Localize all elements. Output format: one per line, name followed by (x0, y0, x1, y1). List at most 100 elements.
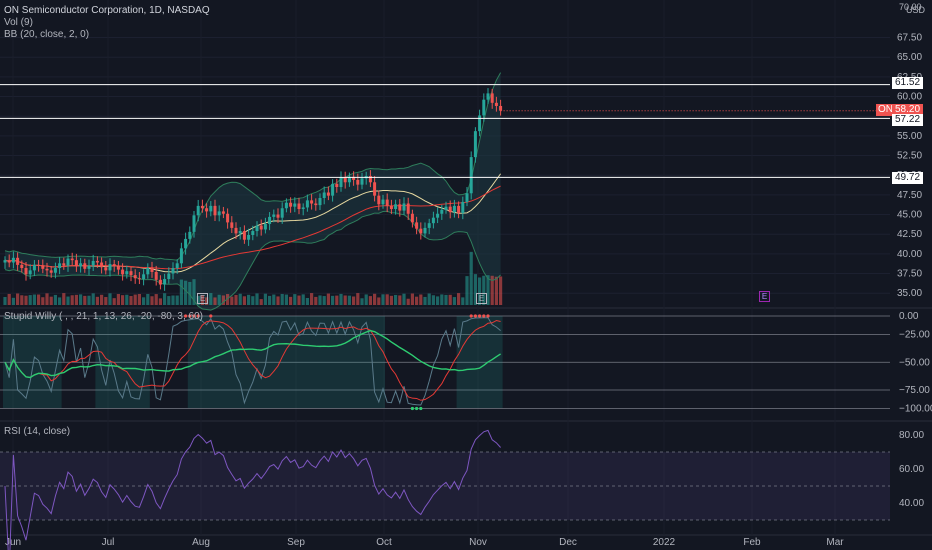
price-tick-label: 52.50 (897, 151, 922, 162)
candle-body (108, 264, 112, 271)
stupid-willy-indicator-label: Stupid Willy ( , , 21, 1, 13, 26, -20, -… (4, 311, 203, 322)
candle-body (322, 192, 326, 199)
willy-tick-label: −50.00 (899, 357, 930, 368)
candle-body (70, 258, 74, 261)
volume-bar (28, 295, 32, 305)
candle-body (112, 264, 116, 267)
candle-body (11, 257, 15, 263)
volume-bar (310, 293, 314, 305)
candle-body (331, 183, 335, 196)
time-axis-label: Feb (743, 537, 761, 548)
candle-body (200, 205, 204, 209)
volume-bar (289, 296, 293, 305)
candle-body (402, 203, 406, 211)
volume-bar (280, 293, 284, 305)
volume-bar (494, 276, 498, 305)
volume-bar (7, 293, 11, 305)
price-tick-label: 40.00 (897, 249, 922, 260)
willy-zone-2 (187, 316, 385, 408)
candle-body (221, 211, 225, 214)
volume-bar (482, 275, 486, 305)
time-axis-label: Nov (469, 537, 487, 548)
candle-body (205, 208, 209, 212)
volume-bar (217, 294, 221, 305)
volume-bar (37, 294, 41, 305)
volume-bar (297, 295, 301, 305)
candle-body (272, 214, 276, 217)
candle-body (100, 262, 104, 268)
volume-bar (406, 298, 410, 305)
candle-body (242, 231, 246, 240)
earnings-marker-aug[interactable]: E (197, 293, 208, 304)
time-axis-label: Mar (826, 537, 844, 548)
volume-bar (108, 293, 112, 305)
volume-bar (20, 295, 24, 305)
candle-body (133, 275, 137, 279)
volume-bar (490, 275, 494, 305)
volume-bar (62, 293, 66, 305)
candle-body (121, 269, 125, 275)
volume-bar (112, 298, 116, 305)
candle-body (184, 238, 188, 249)
price-tick-label: 35.00 (897, 288, 922, 299)
willy-overbought-dot (473, 314, 477, 318)
volume-bar (11, 297, 15, 305)
willy-overbought-dot (188, 314, 192, 318)
price-tick-label: 55.00 (897, 131, 922, 142)
volume-bar (45, 293, 49, 305)
volume-bar (41, 297, 45, 305)
candle-body (293, 203, 297, 207)
candle-body (415, 222, 419, 229)
candle-body (310, 200, 314, 204)
volume-bar (121, 295, 125, 305)
volume-bar (427, 293, 431, 305)
earnings-marker-upcoming[interactable]: E (759, 291, 770, 302)
volume-bar (104, 297, 108, 305)
candle-body (436, 213, 440, 218)
candle-body (192, 215, 196, 232)
volume-bar (473, 274, 477, 305)
volume-bar (452, 297, 456, 305)
volume-bar (230, 296, 234, 305)
support-low-price-badge: 49.72 (892, 172, 924, 184)
price-tick-label: 65.00 (897, 52, 922, 63)
volume-bar (24, 295, 28, 305)
willy-tick-label: −75.00 (899, 385, 930, 396)
candle-body (343, 177, 347, 183)
volume-bar (352, 296, 356, 305)
candle-body (129, 271, 133, 276)
candle-body (175, 263, 179, 269)
volume-bar (402, 293, 406, 305)
volume-bar (58, 297, 62, 305)
volume-bar (167, 296, 171, 305)
volume-bar (499, 276, 503, 305)
volume-bar (150, 296, 154, 305)
candle-body (373, 182, 377, 196)
candle-body (41, 265, 45, 269)
candle-body (238, 231, 242, 234)
candle-body (444, 206, 448, 210)
candle-body (104, 267, 108, 271)
volume-bar (87, 295, 91, 305)
willy-tick-label: 0.00 (899, 311, 919, 322)
candle-body (289, 202, 293, 207)
volume-bar (410, 293, 414, 305)
volume-bar (423, 296, 427, 305)
earnings-marker-nov[interactable]: E (476, 293, 487, 304)
willy-oversold-dot (419, 406, 423, 411)
volume-bar (440, 294, 444, 305)
volume-bar (368, 296, 372, 305)
candle-body (478, 115, 482, 132)
resistance-price-badge: 61.52 (892, 77, 924, 89)
candle-body (255, 225, 259, 232)
last-price-badge: 58.20 (892, 104, 924, 116)
willy-overbought-dot (192, 314, 196, 318)
candle-body (7, 260, 11, 263)
candle-body (499, 105, 503, 111)
candle-body (494, 102, 498, 106)
candle-body (87, 265, 91, 269)
time-axis-label: Jun (5, 537, 21, 548)
candle-body (247, 234, 251, 240)
willy-overbought-dot (209, 314, 213, 318)
